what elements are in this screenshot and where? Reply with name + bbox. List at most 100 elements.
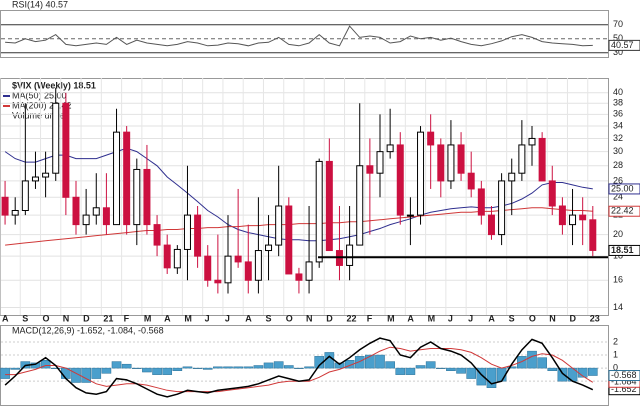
candle-body <box>305 261 313 281</box>
histogram-bar <box>365 354 375 369</box>
histogram-bar <box>283 365 294 369</box>
histogram-bar <box>50 367 61 369</box>
candle-body <box>143 168 151 226</box>
candle-body <box>62 102 70 198</box>
histogram-bar <box>81 367 91 383</box>
histogram-bar <box>547 367 558 371</box>
x-tick-label: S <box>509 313 515 323</box>
candle-body <box>366 165 374 174</box>
candle-body <box>579 214 587 221</box>
histogram-bar <box>263 362 274 369</box>
histogram-bar <box>476 367 487 386</box>
candle-body <box>82 214 90 226</box>
histogram-bar <box>486 367 497 388</box>
histogram-bar <box>537 357 547 369</box>
histogram-bar <box>142 367 152 373</box>
x-tick-label: D <box>326 313 333 323</box>
x-tick-label: A <box>245 313 252 323</box>
moving-average <box>5 207 593 246</box>
value-label: 25.00 <box>611 183 634 193</box>
x-tick-label: A <box>407 313 414 323</box>
histogram-bar <box>91 367 102 379</box>
moving-average <box>4 147 593 242</box>
candle-body <box>92 207 100 216</box>
x-tick-label: J <box>205 313 210 323</box>
candle-body <box>569 214 577 226</box>
candle-body <box>518 144 526 174</box>
x-tick-label: O <box>286 313 293 323</box>
value-label: 22.42 <box>611 206 634 216</box>
histogram-bar <box>354 356 365 369</box>
x-tick-label: S <box>265 313 271 323</box>
candle-body <box>558 205 566 226</box>
candle-body <box>315 160 323 263</box>
histogram-bar <box>0 367 10 379</box>
x-tick-label: J <box>225 313 230 323</box>
x-tick-label: O <box>529 313 536 323</box>
y-tick-label: 2 <box>613 336 618 346</box>
x-tick-label: N <box>549 313 556 323</box>
candle-body <box>346 244 354 266</box>
candle-body <box>234 255 242 263</box>
candle-body <box>285 205 293 275</box>
candle-body <box>406 214 414 217</box>
histogram-bar <box>395 367 406 375</box>
candle-body <box>437 144 445 182</box>
x-tick-label: 21 <box>103 313 113 323</box>
histogram-bar <box>506 366 517 369</box>
candle-body <box>427 131 435 146</box>
x-tick-label: J <box>448 313 453 323</box>
candle-body <box>487 214 495 236</box>
y-tick-label: 40 <box>613 87 623 97</box>
histogram-bar <box>121 363 132 369</box>
candle-body <box>31 176 39 182</box>
candle-body <box>21 180 29 211</box>
candle-body <box>508 172 516 182</box>
histogram-bar <box>446 367 456 371</box>
x-tick-label: A <box>488 313 495 323</box>
value-box <box>608 183 640 195</box>
histogram-bar <box>162 367 173 375</box>
candle-body <box>457 144 465 174</box>
candle-body <box>254 250 262 281</box>
value-label: -0.568 <box>611 370 637 380</box>
x-tick-label: F <box>124 313 130 323</box>
value-label: 18.51 <box>611 245 634 255</box>
candle-body <box>42 172 50 178</box>
candle-body <box>589 219 597 251</box>
histogram-bar <box>466 367 477 379</box>
histogram-bar <box>334 362 345 369</box>
x-tick-label: J <box>468 313 473 323</box>
histogram-bar <box>111 361 122 369</box>
candle-body <box>528 137 536 146</box>
candle-body <box>183 214 191 250</box>
candle-body <box>417 131 425 216</box>
value-label: -1.084 <box>611 377 637 387</box>
histogram-bar <box>527 350 537 369</box>
rsi-legend: RSI(14) 40.57 <box>12 0 68 9</box>
y-tick-label: 36 <box>613 109 623 119</box>
candle-body <box>133 168 141 226</box>
histogram-bar <box>233 366 243 369</box>
candle-body <box>194 214 202 257</box>
candle-body <box>538 137 546 182</box>
x-tick-label: M <box>184 313 192 323</box>
y-tick-label: 30 <box>613 47 623 57</box>
candle-body <box>123 131 131 226</box>
y-tick-label: 38 <box>613 98 623 108</box>
histogram-bar <box>415 365 426 369</box>
candle-body <box>376 151 384 174</box>
candle-body <box>11 209 19 216</box>
candle-body <box>224 255 232 284</box>
x-tick-label: N <box>306 313 313 323</box>
value-box <box>608 370 640 382</box>
candle-body <box>275 205 283 246</box>
ma200-legend: MA(200) 22.42 <box>12 100 72 110</box>
candle-body <box>214 279 222 284</box>
y-tick-label: 0 <box>613 362 618 372</box>
x-tick-label: S <box>22 313 28 323</box>
candle-body <box>153 224 161 246</box>
y-tick-label: 70 <box>613 19 623 29</box>
candle-body <box>396 144 404 216</box>
